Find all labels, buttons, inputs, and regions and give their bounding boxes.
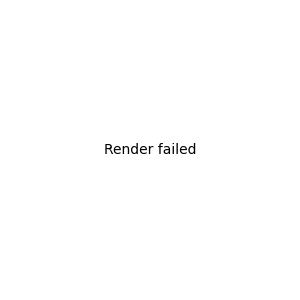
Text: Render failed: Render failed — [104, 143, 196, 157]
